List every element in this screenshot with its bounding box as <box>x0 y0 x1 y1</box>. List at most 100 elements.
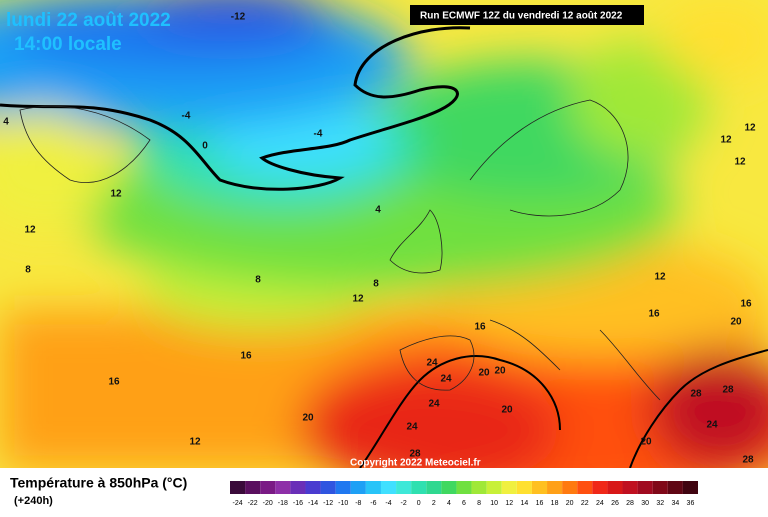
contour-label: 20 <box>478 368 490 379</box>
colorbar-tick-label: 28 <box>626 500 634 507</box>
colorbar-tick-label: 16 <box>536 500 544 507</box>
zero-isotherm <box>0 26 471 191</box>
contour-label: 8 <box>25 265 31 276</box>
contour-label: 20 <box>302 413 314 424</box>
time-title: 14:00 locale <box>14 34 122 55</box>
contour-label: 24 <box>426 358 438 369</box>
colorbar-tick-label: 8 <box>477 500 481 507</box>
copyright: Copyright 2022 Meteociel.fr <box>350 458 481 469</box>
contour-label: 16 <box>648 309 660 320</box>
colorbar-tick-label: 10 <box>490 500 498 507</box>
contour-label: 24 <box>428 399 440 410</box>
contour-label: 12 <box>734 157 746 168</box>
colorbar-tick-label: -24 <box>232 500 242 507</box>
colorbar-cell <box>592 481 608 494</box>
contour-label: 4 <box>3 117 9 128</box>
colorbar-tick-label: -4 <box>385 500 391 507</box>
colorbar-cell <box>577 481 593 494</box>
colorbar-cell <box>516 481 532 494</box>
colorbar-tick-label: 2 <box>432 500 436 507</box>
colorbar-tick-label: 30 <box>641 500 649 507</box>
contour-label: 24 <box>406 422 418 433</box>
contour-label: -4 <box>314 129 323 140</box>
colorbar: -24 -22 -20 -18 -16 -14 -12 -10 -8 -6 -4 -2 0 2 4 6 8 10 1… <box>230 481 698 507</box>
colorbar-tick-label: 26 <box>611 500 619 507</box>
coastlines <box>19 99 661 401</box>
colorbar-cell <box>531 481 548 494</box>
colorbar-cell <box>652 481 668 494</box>
colorbar-tick-label: 34 <box>671 500 679 507</box>
colorbar-tick-label: -2 <box>400 500 406 507</box>
colorbar-cell <box>622 481 638 494</box>
colorbar-tick-label: 22 <box>581 500 589 507</box>
colorbar-tick-label: 24 <box>596 500 604 507</box>
colorbar-cell <box>471 481 487 494</box>
colorbar-tick-label: 14 <box>520 500 528 507</box>
colorbar-cell <box>365 481 381 494</box>
colorbar-tick-label: -14 <box>308 500 318 507</box>
colorbar-cell <box>275 481 291 494</box>
colorbar-cell <box>396 481 412 494</box>
contour-label: 20 <box>494 366 506 377</box>
contour-label: 16 <box>474 322 486 333</box>
colorbar-cell <box>562 481 578 494</box>
colorbar-tick-label: 4 <box>447 500 451 507</box>
contour-label: 4 <box>375 205 381 216</box>
colorbar-cell <box>441 481 457 494</box>
run-info: Run ECMWF 12Z du vendredi 12 août 2022 <box>420 11 623 22</box>
contour-label: -12 <box>231 12 246 23</box>
contour-label: 12 <box>744 123 756 134</box>
date-title: lundi 22 août 2022 <box>6 10 171 31</box>
colorbar-cell <box>335 481 351 494</box>
colorbar-cell <box>456 481 472 494</box>
colorbar-tick-label: 32 <box>656 500 664 507</box>
contour-label: 8 <box>255 275 261 286</box>
colorbar-cell <box>501 481 517 494</box>
contour-label: 12 <box>189 437 201 448</box>
colorbar-tick-label: -12 <box>323 500 333 507</box>
lead-time: (+240h) <box>14 495 53 507</box>
contour-label: 28 <box>722 385 734 396</box>
contour-label: 28 <box>742 455 754 466</box>
contour-label: 28 <box>690 389 702 400</box>
colorbar-tick-label: -16 <box>293 500 303 507</box>
contour-label: 8 <box>373 279 379 290</box>
contour-label: 12 <box>720 135 732 146</box>
contour-label: 20 <box>730 317 742 328</box>
colorbar-cell <box>350 481 366 494</box>
legend-title: Température à 850hPa (°C) <box>10 475 187 491</box>
colorbar-tick-label: -20 <box>263 500 273 507</box>
contour-label: 24 <box>706 420 718 431</box>
colorbar-tick-label: 12 <box>505 500 513 507</box>
contour-label: 16 <box>740 299 752 310</box>
colorbar-cell <box>305 481 321 494</box>
colorbar-tick-label: -6 <box>370 500 376 507</box>
contour-label: 20 <box>501 405 513 416</box>
colorbar-tick-label: 0 <box>417 500 421 507</box>
colorbar-tick-label: -18 <box>278 500 288 507</box>
colorbar-tick-label: 20 <box>566 500 574 507</box>
contour-label: 12 <box>654 272 666 283</box>
colorbar-cell <box>260 481 276 494</box>
run-banner <box>410 5 644 25</box>
colorbar-cell <box>245 481 261 494</box>
colorbar-cell <box>320 481 336 494</box>
contour-label: 20 <box>640 437 652 448</box>
colorbar-tick-label: 6 <box>462 500 466 507</box>
colorbar-tick-label: -10 <box>338 500 348 507</box>
contour-label: 24 <box>440 374 452 385</box>
colorbar-cell <box>667 481 683 494</box>
colorbar-cell <box>682 481 698 494</box>
contour-label: 12 <box>352 294 364 305</box>
contour-label: -4 <box>182 111 191 122</box>
colorbar-tick-label: 36 <box>687 500 695 507</box>
colorbar-cell <box>426 481 442 494</box>
contour-label: 28 <box>409 449 421 460</box>
contour-label: 12 <box>110 189 122 200</box>
colorbar-tick-label: -22 <box>248 500 258 507</box>
colorbar-tick-label: -8 <box>355 500 361 507</box>
colorbar-cell <box>637 481 653 494</box>
